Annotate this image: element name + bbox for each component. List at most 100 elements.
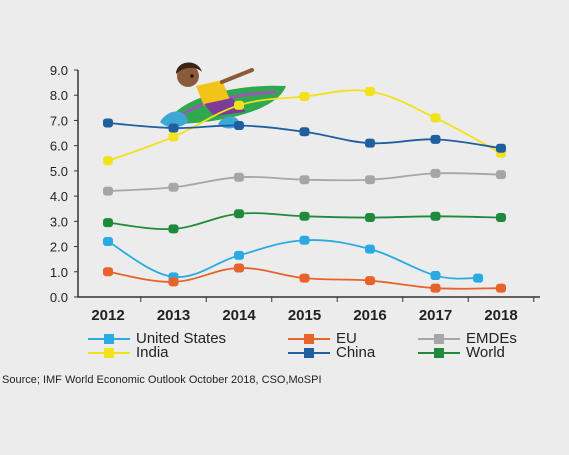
legend-marker	[304, 347, 314, 358]
legend-swatch	[418, 333, 460, 344]
y-tick-label: 8.0	[50, 88, 68, 103]
legend-label: World	[466, 344, 505, 361]
data-point	[168, 132, 179, 142]
data-point	[496, 143, 506, 153]
series-eu	[103, 263, 506, 293]
y-axis-ticks: 0.0 1.0 2.0 3.0 4.0 5.0 6.0 7.0 8.0 9.0	[50, 63, 78, 305]
series-world	[103, 209, 506, 234]
legend-label: China	[336, 344, 376, 361]
series-line-united-states	[107, 239, 479, 280]
series-china	[103, 118, 506, 153]
data-point	[234, 263, 244, 273]
y-tick-label: 5.0	[50, 164, 68, 179]
series-united-states	[103, 235, 484, 283]
series-india	[103, 86, 506, 166]
x-tick-label: 2018	[484, 307, 517, 324]
data-point	[299, 127, 310, 137]
series-emdes	[103, 168, 506, 196]
y-tick-label: 3.0	[50, 214, 68, 229]
data-point	[103, 118, 113, 128]
data-point	[365, 213, 375, 223]
data-point	[234, 100, 244, 110]
data-point	[365, 175, 375, 185]
wave-splash-left	[160, 111, 188, 128]
legend-item-china: China	[288, 344, 375, 361]
data-point	[168, 277, 179, 287]
y-tick-label: 0.0	[50, 290, 68, 305]
x-tick-label: 2017	[419, 307, 452, 324]
data-point	[234, 250, 244, 260]
surfer-hair	[176, 62, 202, 74]
x-tick-label: 2014	[222, 307, 256, 324]
data-point	[103, 267, 113, 277]
legend-swatch	[288, 333, 330, 344]
data-point	[234, 172, 244, 182]
data-point	[103, 186, 113, 196]
x-tick-label: 2012	[91, 307, 124, 324]
x-tick-label: 2015	[288, 307, 321, 324]
legend-label: India	[136, 344, 169, 361]
legend-swatch	[88, 333, 130, 344]
legend-label: United States	[136, 330, 227, 347]
legend-label: EMDEs	[466, 330, 517, 347]
surfer-head	[177, 65, 199, 87]
y-tick-label: 9.0	[50, 63, 68, 78]
legend-item-world: World	[418, 344, 505, 361]
y-tick-label: 1.0	[50, 265, 68, 280]
data-point	[234, 120, 244, 130]
data-point	[168, 182, 179, 192]
legend-item-india: India	[88, 344, 169, 361]
legend-swatch	[418, 347, 460, 358]
data-point	[234, 209, 244, 219]
legend-marker	[434, 347, 444, 358]
data-point	[103, 237, 113, 247]
legend-item-united-states: United States	[88, 330, 226, 347]
data-point	[430, 113, 441, 123]
data-point	[299, 211, 310, 221]
legend-swatch	[88, 347, 130, 358]
legend-item-eu: EU	[288, 330, 357, 347]
y-tick-label: 2.0	[50, 240, 68, 255]
x-axis-ticks: 2012 2013 2014 2015 2016 2017 2018	[91, 297, 535, 324]
line-chart: 0.01.02.03.04.05.06.07.08.09.0 2012 2013 2…	[50, 62, 540, 324]
data-point	[299, 175, 310, 185]
data-point	[430, 134, 441, 144]
data-point	[365, 138, 375, 148]
legend-item-emdes: EMDEs	[418, 330, 517, 347]
legend-marker	[104, 333, 114, 344]
data-point	[299, 235, 310, 245]
surfer-shirt	[196, 80, 230, 106]
legend-marker	[304, 333, 314, 344]
legend-marker	[104, 347, 114, 358]
data-point	[496, 213, 506, 223]
x-tick-label: 2016	[353, 307, 386, 324]
data-point	[103, 156, 113, 166]
data-point	[365, 86, 375, 96]
y-tick-label: 6.0	[50, 139, 68, 154]
data-point	[430, 271, 441, 281]
surfer-arm	[220, 68, 254, 84]
data-point	[299, 91, 310, 101]
data-point	[496, 170, 506, 180]
data-point	[473, 273, 484, 283]
series-lines	[103, 86, 506, 293]
data-point	[430, 168, 441, 178]
data-point	[430, 283, 441, 293]
source-note: Source; IMF World Economic Outlook Octob…	[2, 374, 322, 386]
data-point	[103, 218, 113, 228]
y-tick-label: 4.0	[50, 189, 68, 204]
surfer-eye	[190, 74, 194, 78]
data-point	[365, 244, 375, 254]
data-point	[168, 224, 179, 234]
axes	[77, 70, 540, 298]
legend-label: EU	[336, 330, 357, 347]
y-tick-label: 7.0	[50, 113, 68, 128]
x-tick-label: 2013	[157, 307, 190, 324]
data-point	[430, 211, 441, 221]
data-point	[299, 273, 310, 283]
data-point	[168, 123, 179, 133]
surfer-illustration	[160, 62, 286, 129]
data-point	[365, 276, 375, 286]
data-point	[496, 283, 506, 293]
